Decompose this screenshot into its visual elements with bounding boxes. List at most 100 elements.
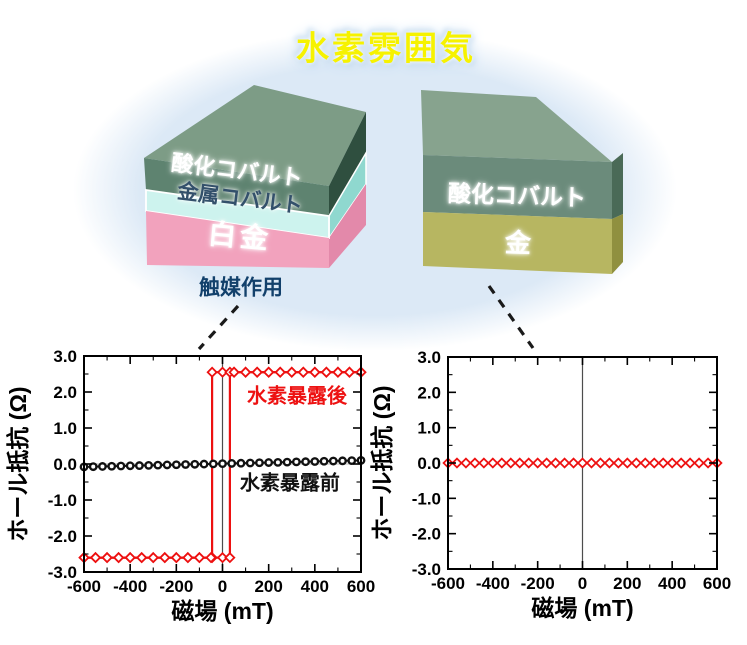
- marker-circle: [162, 460, 172, 470]
- marker-diamond: [228, 366, 240, 378]
- tick-label: 200: [254, 577, 282, 596]
- marker-diamond: [630, 457, 642, 469]
- figure-title: 水素雰囲気: [296, 29, 476, 67]
- marker-diamond: [239, 366, 252, 378]
- marker-diamond: [567, 457, 580, 469]
- chart-right-hall-resistance: -600 -400 -200 0 200 400 600 -3.0 -2.0 -1.0 0.0 1.0…: [369, 348, 731, 621]
- tick-label: 0: [578, 574, 587, 593]
- tick-label: -1.0: [412, 489, 441, 508]
- marker-diamond: [639, 457, 651, 469]
- marker-diamond: [89, 551, 102, 564]
- right-sample-slab: [421, 90, 623, 274]
- left-slab-side-platinum: [329, 184, 366, 268]
- marker-diamond: [612, 457, 625, 469]
- tick-label: 2.0: [53, 383, 77, 402]
- marker-diamond: [170, 551, 183, 564]
- tick-label: 0.0: [417, 454, 441, 473]
- marker-diamond: [549, 457, 562, 469]
- tick-label: 200: [613, 574, 641, 593]
- marker-circle: [255, 458, 264, 468]
- tick-label: 400: [658, 574, 686, 593]
- series-annotation: 水素暴露前: [240, 471, 340, 495]
- marker-circle: [319, 456, 329, 466]
- tick-label: 0.0: [53, 455, 77, 474]
- marker-circle: [273, 457, 283, 467]
- marker-diamond: [657, 457, 669, 469]
- left-slab-front-oxide: [144, 158, 329, 216]
- marker-circle: [116, 461, 126, 471]
- tick-label: 600: [703, 574, 731, 593]
- marker-diamond: [274, 366, 286, 378]
- y-axis-title: ホール抵抗 (Ω): [5, 386, 31, 541]
- tick-label: -400: [476, 574, 510, 593]
- tick-label: 2.0: [417, 383, 441, 402]
- marker-circle: [245, 458, 255, 468]
- marker-diamond: [648, 457, 660, 469]
- marker-circle: [153, 460, 163, 470]
- marker-diamond: [297, 366, 309, 378]
- catalysis-caption: 触媒作用: [199, 276, 283, 300]
- marker-diamond: [182, 551, 194, 564]
- tick-label: -400: [113, 577, 147, 596]
- series-annotation: 水素暴露後: [247, 384, 348, 408]
- marker-diamond: [558, 457, 571, 469]
- tick-label: -600: [431, 574, 465, 593]
- marker-diamond: [576, 457, 589, 469]
- marker-diamond: [112, 551, 125, 564]
- series-0: [442, 457, 723, 469]
- tick-label: -200: [521, 574, 555, 593]
- marker-circle: [282, 457, 292, 467]
- marker-diamond: [251, 366, 263, 378]
- marker-diamond: [514, 457, 526, 469]
- tick-label: 0: [218, 577, 227, 596]
- right-slab-front-gold: [423, 212, 612, 274]
- marker-circle: [328, 456, 338, 466]
- marker-diamond: [487, 457, 499, 469]
- y-axis-title: ホール抵抗 (Ω): [369, 385, 395, 540]
- marker-diamond: [675, 457, 687, 469]
- marker-diamond: [216, 551, 229, 564]
- marker-diamond: [332, 366, 344, 378]
- marker-diamond: [531, 457, 544, 469]
- marker-diamond: [206, 366, 218, 378]
- right-slab-front-oxide: [423, 155, 612, 219]
- marker-diamond: [469, 457, 481, 469]
- tick-label: -200: [159, 577, 193, 596]
- marker-diamond: [320, 366, 333, 378]
- marker-diamond: [309, 366, 321, 378]
- right-slab-oxide-label: 酸化コバルト: [447, 180, 587, 211]
- marker-diamond: [702, 457, 714, 469]
- tick-label: -2.0: [412, 525, 441, 544]
- marker-diamond: [540, 457, 553, 469]
- marker-circle: [338, 456, 347, 466]
- right-slab-gold-label: 金: [504, 227, 532, 259]
- marker-diamond: [603, 457, 616, 469]
- marker-circle: [236, 458, 246, 468]
- marker-circle: [144, 460, 154, 470]
- marker-diamond: [451, 457, 463, 469]
- left-slab-front-platinum: [146, 211, 329, 268]
- marker-diamond: [621, 457, 634, 469]
- marker-circle: [190, 459, 200, 469]
- right-slab-side-gold: [612, 214, 623, 274]
- marker-diamond: [505, 457, 517, 469]
- tick-label: 1.0: [53, 419, 77, 438]
- left-slab-platinum-label: 白金: [206, 218, 274, 255]
- tick-label: 3.0: [53, 347, 77, 366]
- left-sample-slab: [144, 85, 367, 268]
- marker-diamond: [101, 551, 113, 564]
- marker-circle: [181, 460, 190, 469]
- marker-diamond: [205, 551, 217, 564]
- marker-circle: [125, 461, 135, 471]
- marker-diamond: [666, 457, 678, 469]
- marker-diamond: [585, 457, 598, 469]
- marker-circle: [310, 457, 320, 466]
- marker-diamond: [286, 366, 298, 378]
- marker-diamond: [460, 457, 472, 469]
- x-axis-title: 磁場 (mT): [171, 598, 273, 624]
- marker-diamond: [224, 551, 236, 564]
- marker-circle: [301, 457, 310, 467]
- marker-diamond: [136, 551, 148, 564]
- left-slab-side-oxide: [329, 112, 366, 216]
